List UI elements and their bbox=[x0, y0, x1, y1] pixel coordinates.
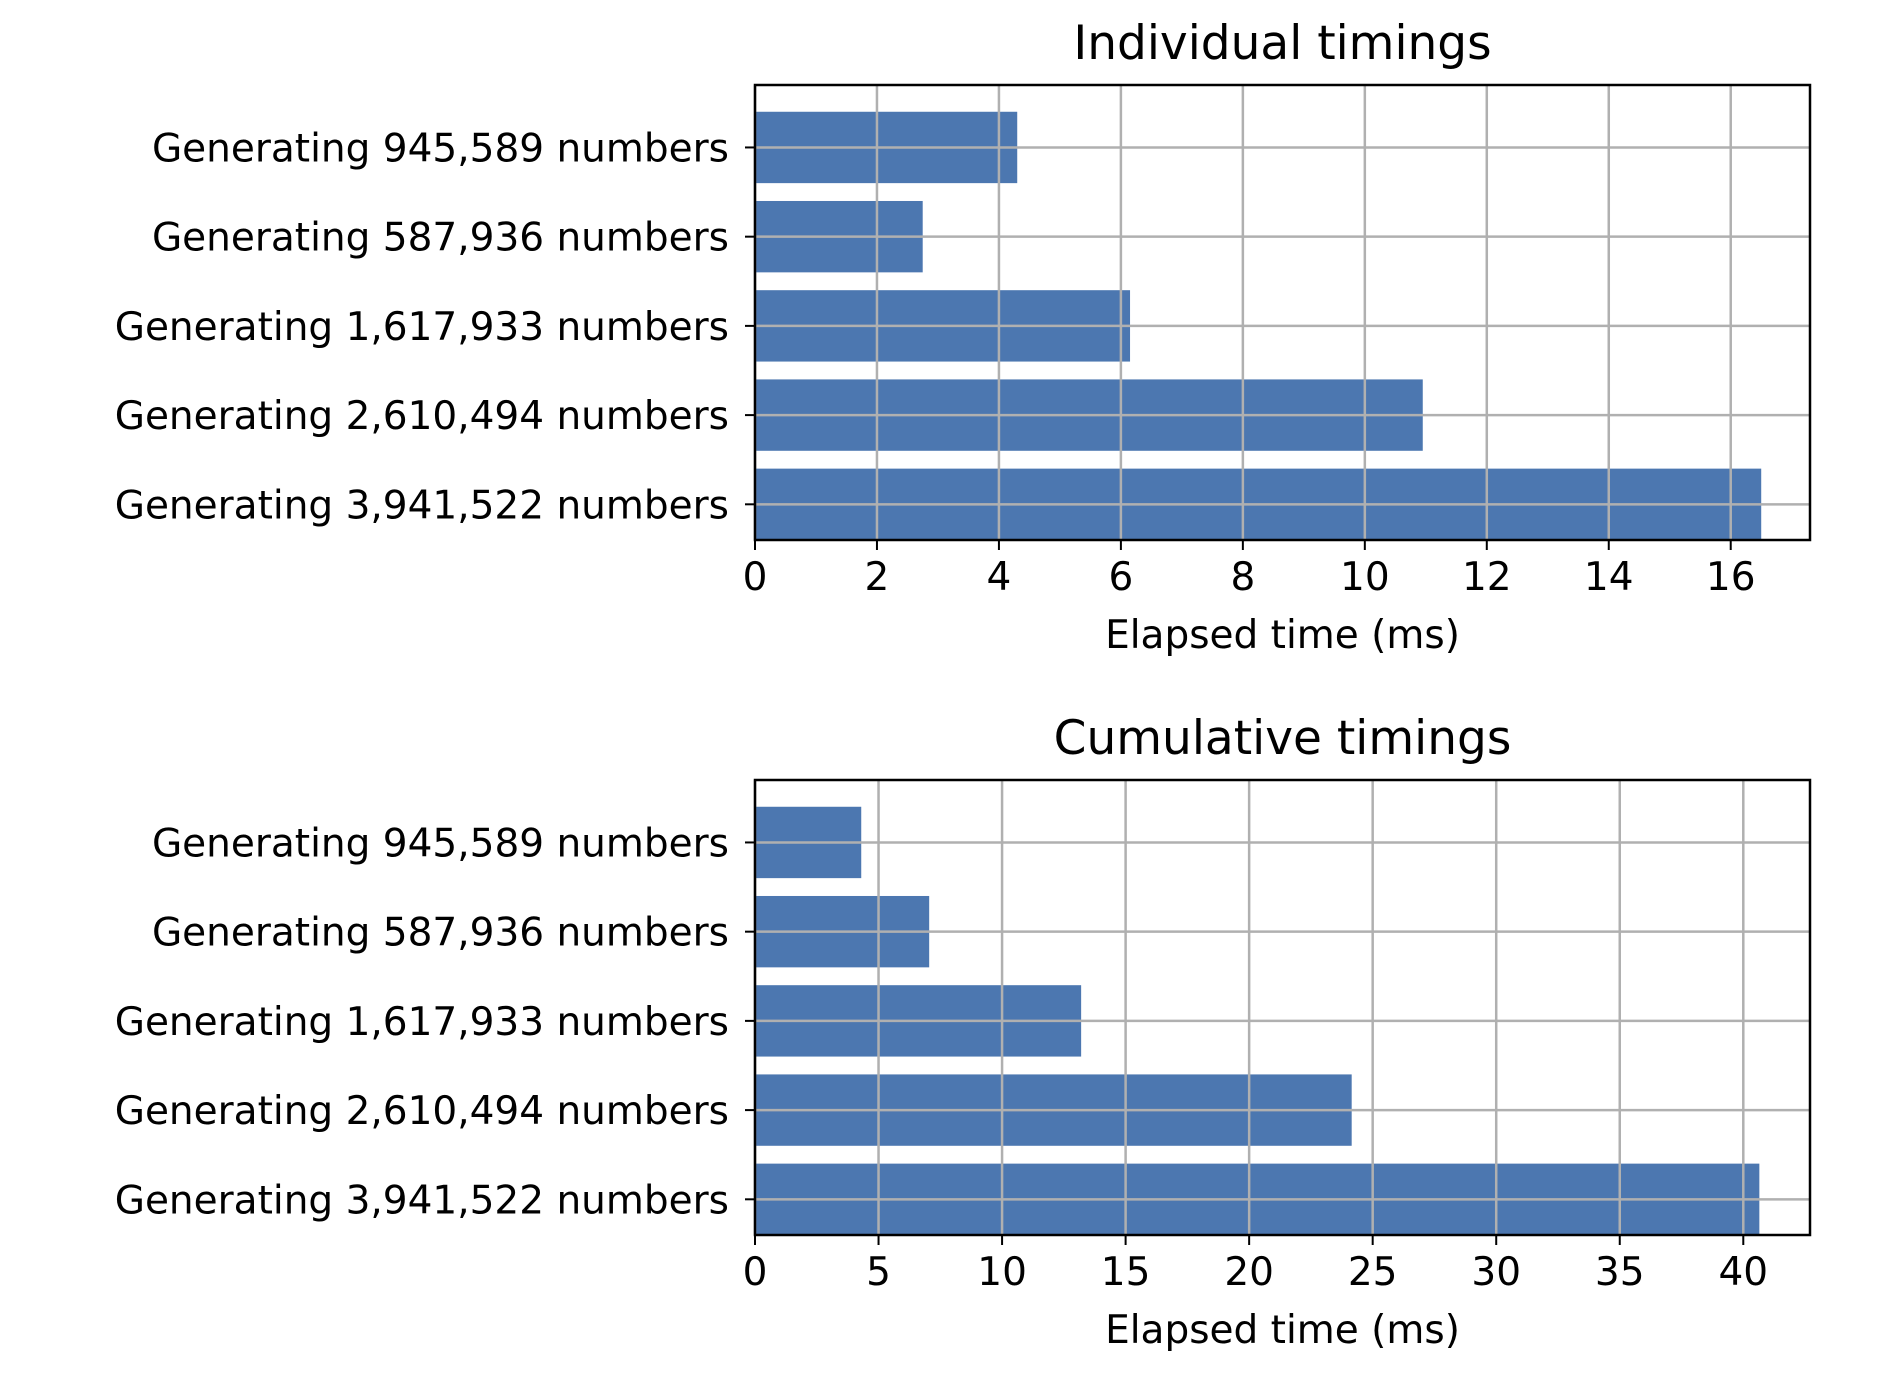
category-label: Generating 587,936 numbers bbox=[152, 216, 729, 261]
x-tick-label: 14 bbox=[1584, 555, 1634, 600]
x-tick-label: 16 bbox=[1706, 555, 1756, 600]
x-tick-label: 25 bbox=[1348, 1250, 1398, 1295]
category-label: Generating 1,617,933 numbers bbox=[115, 305, 729, 350]
x-axis-label: Elapsed time (ms) bbox=[1105, 1308, 1460, 1353]
chart-panel-1: Individual timings 0 2 4 6 8 10 12 14 16 Generatin… bbox=[115, 16, 1812, 658]
axes-frame bbox=[753, 83, 1812, 542]
x-tick-label: 0 bbox=[743, 1250, 768, 1295]
x-axis-label: Elapsed time (ms) bbox=[1105, 613, 1460, 658]
x-tick-label: 10 bbox=[1340, 555, 1390, 600]
x-tick-label: 4 bbox=[987, 555, 1012, 600]
category-label: Generating 587,936 numbers bbox=[152, 911, 729, 956]
x-tick-label: 30 bbox=[1471, 1250, 1521, 1295]
category-label: Generating 2,610,494 numbers bbox=[115, 1089, 729, 1134]
category-label: Generating 945,589 numbers bbox=[152, 126, 729, 171]
x-tick-label: 6 bbox=[1108, 555, 1133, 600]
chart-panel-2: Cumulative timings 0 5 10 15 20 25 30 35 40 Genera… bbox=[115, 711, 1812, 1353]
category-label: Generating 1,617,933 numbers bbox=[115, 1000, 729, 1045]
x-tick-label: 0 bbox=[743, 555, 768, 600]
axes-frame bbox=[753, 778, 1812, 1237]
x-tick-label: 12 bbox=[1462, 555, 1512, 600]
chart-title: Cumulative timings bbox=[1054, 711, 1512, 766]
chart-title: Individual timings bbox=[1073, 16, 1491, 71]
category-label: Generating 3,941,522 numbers bbox=[115, 1178, 729, 1223]
category-label: Generating 3,941,522 numbers bbox=[115, 483, 729, 528]
x-tick-label: 35 bbox=[1595, 1250, 1645, 1295]
category-label: Generating 945,589 numbers bbox=[152, 821, 729, 866]
x-tick-label: 10 bbox=[977, 1250, 1027, 1295]
x-tick-label: 5 bbox=[866, 1250, 891, 1295]
x-tick-label: 40 bbox=[1718, 1250, 1768, 1295]
x-tick-label: 15 bbox=[1101, 1250, 1151, 1295]
x-tick-label: 2 bbox=[865, 555, 890, 600]
x-tick-label: 20 bbox=[1224, 1250, 1274, 1295]
category-label: Generating 2,610,494 numbers bbox=[115, 394, 729, 439]
x-tick-label: 8 bbox=[1230, 555, 1255, 600]
